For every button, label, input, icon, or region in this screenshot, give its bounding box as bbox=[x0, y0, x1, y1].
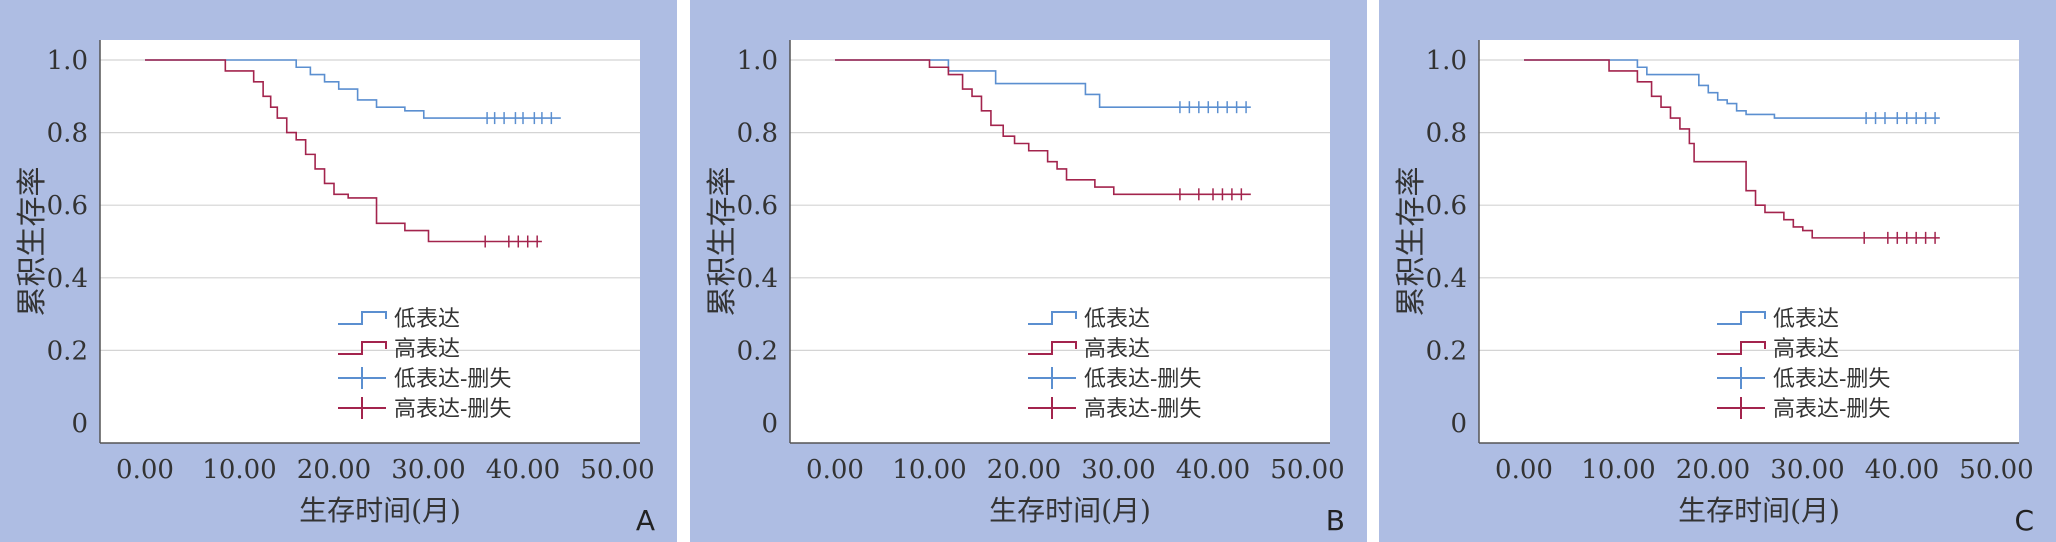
plot-area bbox=[790, 40, 1330, 443]
legend-item: 低表达-删失 bbox=[1028, 367, 1201, 392]
km-panel-c: 0 0.2 0.4 0.6 0.8 1.0 0.00 10.00 20.00 30.00 40.00… bbox=[1379, 0, 2056, 542]
y-tick-label: 1.0 bbox=[47, 46, 88, 76]
x-tick-label: 50.00 bbox=[580, 455, 654, 485]
x-tick-label: 0.00 bbox=[116, 455, 174, 485]
x-axis-label: 生存时间(月) bbox=[989, 494, 1151, 527]
legend-label: 高表达-删失 bbox=[1084, 397, 1201, 422]
y-tick-label: 0.2 bbox=[737, 336, 778, 366]
x-tick-label: 40.00 bbox=[1176, 455, 1250, 485]
y-tick-label: 0.2 bbox=[47, 336, 88, 366]
high-expression-curve bbox=[145, 59, 542, 243]
y-tick-label: 0.8 bbox=[1426, 119, 1467, 149]
x-tick-label: 10.00 bbox=[202, 455, 276, 485]
x-tick-label: 10.00 bbox=[892, 455, 966, 485]
y-tick-label: 0 bbox=[1450, 409, 1467, 439]
x-tick-label: 30.00 bbox=[391, 455, 465, 485]
x-tick-label: 20.00 bbox=[297, 455, 371, 485]
y-tick-label: 1.0 bbox=[737, 46, 778, 76]
plot-area bbox=[100, 40, 640, 443]
legend-swatch-high bbox=[1028, 341, 1077, 355]
legend-label: 低表达-删失 bbox=[1773, 367, 1890, 392]
x-tick-label: 30.00 bbox=[1081, 455, 1155, 485]
x-tick-label: 0.00 bbox=[1495, 455, 1553, 485]
y-tick-label: 0.8 bbox=[737, 119, 778, 149]
legend-label: 低表达-删失 bbox=[1084, 367, 1201, 392]
y-axis-label: 累积生存率 bbox=[1394, 167, 1429, 317]
legend-swatch-low bbox=[338, 311, 387, 325]
legend-item: 高表达-删失 bbox=[338, 397, 511, 422]
low-expression-curve bbox=[1524, 59, 1940, 119]
y-tick-label: 0.2 bbox=[1426, 336, 1467, 366]
y-axis-label: 累积生存率 bbox=[705, 167, 740, 317]
x-tick-label: 10.00 bbox=[1581, 455, 1655, 485]
high-expression-curve bbox=[835, 59, 1251, 196]
km-panel-a: 0 0.2 0.4 0.6 0.8 1.0 0.00 10.00 20.00 30.00 40.00… bbox=[0, 0, 677, 542]
legend-swatch-high bbox=[338, 341, 387, 355]
x-tick-label: 30.00 bbox=[1770, 455, 1844, 485]
y-tick-label: 0.6 bbox=[737, 191, 778, 221]
y-tick-label: 1.0 bbox=[1426, 46, 1467, 76]
legend-label: 低表达 bbox=[394, 307, 460, 332]
low-expression-curve bbox=[835, 59, 1251, 108]
legend-label: 低表达 bbox=[1084, 307, 1150, 332]
legend-item: 低表达 bbox=[1717, 307, 1839, 332]
y-tick-label: 0.4 bbox=[1426, 264, 1467, 294]
legend-label: 高表达-删失 bbox=[394, 397, 511, 422]
y-tick-label: 0.6 bbox=[47, 191, 88, 221]
legend-item: 高表达 bbox=[1717, 337, 1839, 362]
x-tick-label: 20.00 bbox=[1676, 455, 1750, 485]
y-tick-label: 0.4 bbox=[47, 264, 88, 294]
high-expression-curve bbox=[1524, 59, 1940, 239]
legend-item: 高表达 bbox=[338, 337, 460, 362]
x-tick-label: 20.00 bbox=[987, 455, 1061, 485]
km-chart-c: 0 0.2 0.4 0.6 0.8 1.0 0.00 10.00 20.00 30.00 40.00… bbox=[1394, 40, 2034, 537]
low-expression-curve bbox=[145, 59, 561, 119]
legend-item: 高表达-删失 bbox=[1028, 397, 1201, 422]
y-tick-label: 0.8 bbox=[47, 119, 88, 149]
legend-label: 低表达-删失 bbox=[394, 367, 511, 392]
y-tick-label: 0.4 bbox=[737, 264, 778, 294]
legend-item: 高表达 bbox=[1028, 337, 1150, 362]
km-panel-b: 0 0.2 0.4 0.6 0.8 1.0 0.00 10.00 20.00 30.00 40.00… bbox=[690, 0, 1367, 542]
y-tick-label: 0.6 bbox=[1426, 191, 1467, 221]
legend-label: 高表达-删失 bbox=[1773, 397, 1890, 422]
legend-item: 低表达-删失 bbox=[1717, 367, 1890, 392]
legend-item: 低表达 bbox=[1028, 307, 1150, 332]
legend-swatch-low bbox=[1028, 311, 1077, 325]
y-tick-label: 0 bbox=[71, 409, 88, 439]
legend-item: 高表达-删失 bbox=[1717, 397, 1890, 422]
legend-label: 高表达 bbox=[1084, 337, 1150, 362]
x-axis-label: 生存时间(月) bbox=[1678, 494, 1840, 527]
panel-label: B bbox=[1326, 504, 1345, 537]
x-tick-label: 50.00 bbox=[1959, 455, 2033, 485]
x-tick-label: 40.00 bbox=[486, 455, 560, 485]
panel-label: A bbox=[636, 504, 655, 537]
x-axis-label: 生存时间(月) bbox=[299, 494, 461, 527]
panel-label: C bbox=[2014, 504, 2034, 537]
legend-item: 低表达 bbox=[338, 307, 460, 332]
y-axis-label: 累积生存率 bbox=[15, 167, 50, 317]
x-tick-label: 0.00 bbox=[806, 455, 864, 485]
legend-label: 高表达 bbox=[1773, 337, 1839, 362]
km-chart-a: 0 0.2 0.4 0.6 0.8 1.0 0.00 10.00 20.00 30.00 40.00… bbox=[15, 40, 655, 537]
y-tick-label: 0 bbox=[761, 409, 778, 439]
plot-area bbox=[1479, 40, 2019, 443]
legend-label: 低表达 bbox=[1773, 307, 1839, 332]
legend-swatch-low bbox=[1717, 311, 1766, 325]
legend-item: 低表达-删失 bbox=[338, 367, 511, 392]
legend-label: 高表达 bbox=[394, 337, 460, 362]
x-tick-label: 40.00 bbox=[1865, 455, 1939, 485]
km-chart-b: 0 0.2 0.4 0.6 0.8 1.0 0.00 10.00 20.00 30.00 40.00… bbox=[705, 40, 1345, 537]
x-tick-label: 50.00 bbox=[1270, 455, 1344, 485]
legend-swatch-high bbox=[1717, 341, 1766, 355]
